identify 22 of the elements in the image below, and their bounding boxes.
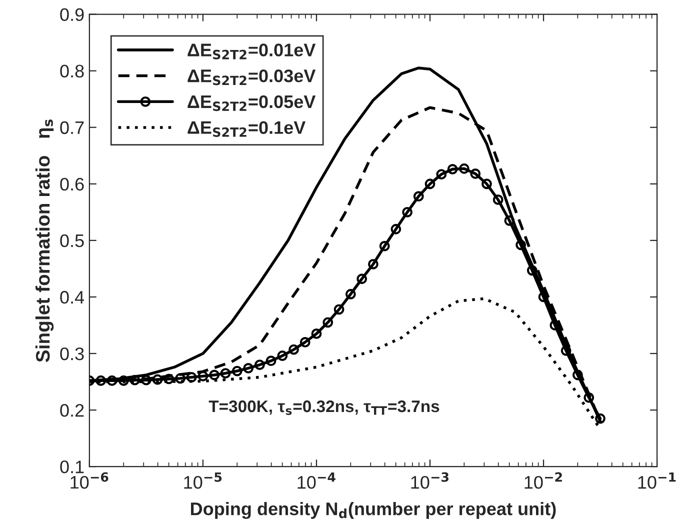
y-axis-title: Singlet formation ratio η$_{s}$	[35, 120, 54, 362]
y-tick-label: 0.7	[60, 121, 84, 134]
legend-label: ΔE$_{S2T2}$=0.03eV	[188, 69, 316, 86]
legend-label: ΔE$_{S2T2}$=0.05eV	[188, 95, 316, 112]
x-tick-label: 10$^{−6}$	[70, 472, 108, 489]
x-tick-label: 10$^{−4}$	[298, 472, 336, 489]
annotation: T=300K, τ$_{s}$=0.32ns, τ$_{TT}$=3.7ns	[208, 400, 440, 415]
x-tick-label: 10$^{−1}$	[638, 472, 676, 489]
legend-label: ΔE$_{S2T2}$=0.1eV	[188, 121, 306, 137]
y-tick-label: 0.3	[60, 347, 84, 360]
y-tick-label: 0.4	[60, 290, 84, 304]
y-tick-label: 0.1	[60, 460, 84, 474]
x-tick-label: 10$^{−2}$	[524, 472, 562, 489]
y-tick-label: 0.8	[60, 64, 84, 78]
y-tick-label: 0.5	[60, 234, 84, 248]
x-tick-label: 10$^{−5}$	[184, 472, 222, 489]
x-axis-title: Doping density N$_{d}$(number per repeat unit)	[191, 502, 556, 519]
y-tick-label: 0.6	[60, 178, 84, 191]
y-tick-label: 0.2	[60, 404, 84, 417]
legend-label: ΔE$_{S2T2}$=0.01eV	[188, 44, 316, 60]
y-tick-label: 0.9	[60, 8, 84, 22]
x-tick-label: 10$^{−3}$	[411, 472, 449, 489]
